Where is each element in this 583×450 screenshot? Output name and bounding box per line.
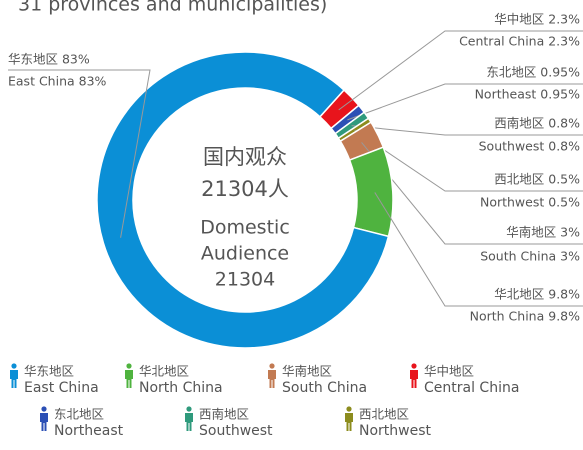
value-label: Central China 2.3% — [459, 34, 580, 49]
value-label: 西南地区 0.8% — [494, 116, 580, 131]
legend-label: 西北地区 — [359, 407, 409, 422]
value-label: North China 9.8% — [470, 309, 580, 324]
legend-label: 华北地区 — [139, 364, 189, 379]
donut-segment — [96, 51, 390, 349]
value-label: East China 83% — [8, 74, 107, 89]
legend-label: 华南地区 — [282, 364, 332, 379]
legend-label: Northwest — [359, 423, 432, 439]
leader-line — [347, 83, 583, 121]
leader-line — [351, 125, 583, 136]
leader-line — [8, 69, 151, 238]
legend-icon — [41, 406, 47, 412]
legend-icon — [269, 363, 275, 369]
value-label: Southwest 0.8% — [479, 139, 581, 154]
subtitle: 31 provinces and municipalities) — [18, 0, 327, 16]
center-text: 21304 — [215, 269, 275, 291]
leader-line — [374, 192, 583, 307]
center-text: 国内观众 — [203, 145, 287, 169]
legend-icon — [268, 370, 276, 388]
legend-icon — [11, 363, 17, 369]
legend-icon — [10, 370, 18, 388]
legend-label: East China — [24, 380, 99, 396]
legend-icon — [185, 413, 193, 431]
leader-line — [338, 30, 583, 111]
value-label: 华南地区 3% — [506, 225, 580, 240]
legend-icon — [40, 413, 48, 431]
legend-label: 华东地区 — [24, 364, 74, 379]
legend-icon — [125, 370, 133, 388]
value-label: 华北地区 9.8% — [494, 287, 580, 302]
legend-icon — [346, 406, 352, 412]
legend-icon — [126, 363, 132, 369]
legend-icon — [186, 406, 192, 412]
legend-icon — [410, 370, 418, 388]
legend-label: Central China — [424, 380, 519, 396]
value-label: South China 3% — [480, 249, 580, 264]
donut-segment — [348, 146, 394, 238]
value-label: Northwest 0.5% — [480, 195, 580, 210]
value-label: 华中地区 2.3% — [494, 12, 580, 27]
legend-icon — [345, 413, 353, 431]
legend-label: 东北地区 — [54, 407, 104, 422]
center-text: Audience — [201, 243, 289, 265]
legend-label: Southwest — [199, 423, 273, 439]
value-label: 华东地区 83% — [8, 52, 90, 67]
legend-label: 华中地区 — [424, 364, 474, 379]
legend-label: South China — [282, 380, 367, 396]
value-label: 西北地区 0.5% — [494, 172, 580, 187]
value-label: Northeast 0.95% — [475, 87, 581, 102]
center-text: 21304人 — [201, 177, 289, 201]
legend-icon — [411, 363, 417, 369]
center-text: Domestic — [200, 217, 290, 239]
legend-label: North China — [139, 380, 223, 396]
legend-label: Northeast — [54, 423, 124, 439]
legend-label: 西南地区 — [199, 407, 249, 422]
value-label: 东北地区 0.95% — [486, 65, 580, 80]
